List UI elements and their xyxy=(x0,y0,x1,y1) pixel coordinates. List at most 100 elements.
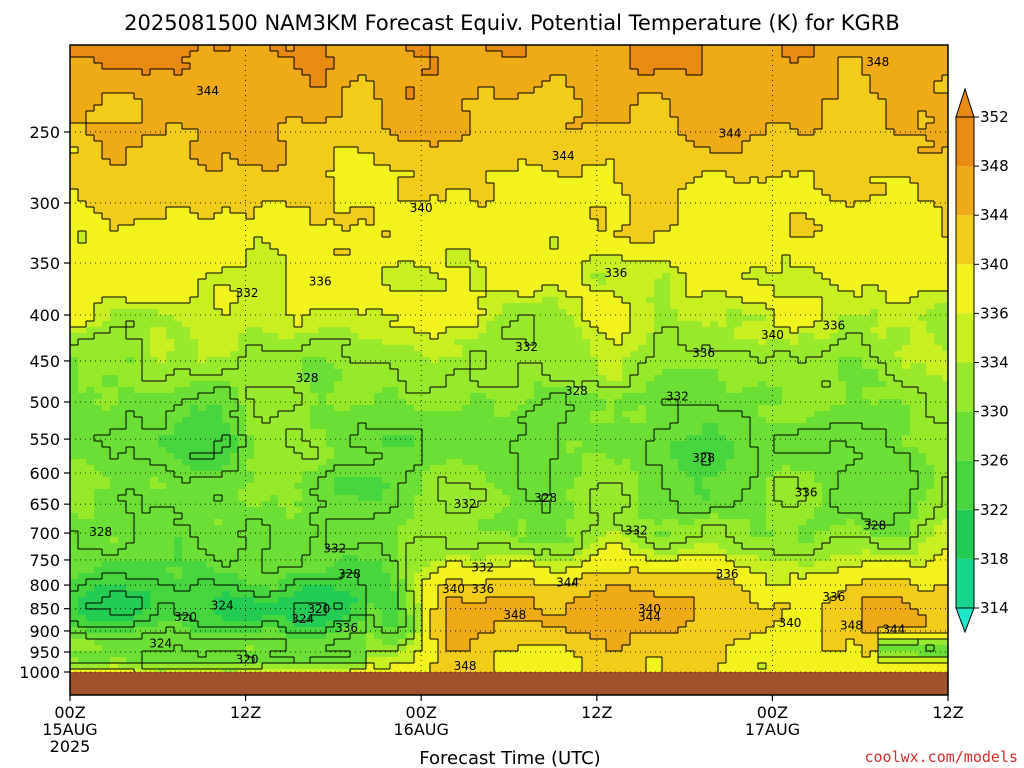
field-cell xyxy=(814,111,823,118)
field-cell xyxy=(158,99,167,106)
field-cell xyxy=(654,75,663,82)
field-cell xyxy=(646,279,655,286)
field-cell xyxy=(470,291,479,298)
field-cell xyxy=(582,87,591,94)
field-cell xyxy=(102,99,111,106)
field-cell xyxy=(302,147,311,154)
field-cell xyxy=(126,75,135,82)
field-cell xyxy=(726,219,735,226)
field-cell xyxy=(246,303,255,310)
field-cell xyxy=(174,279,183,286)
field-cell xyxy=(518,261,527,268)
field-cell xyxy=(766,165,775,172)
field-cell xyxy=(942,261,948,268)
field-cell xyxy=(574,177,583,184)
field-cell xyxy=(478,81,487,88)
field-cell xyxy=(846,135,855,142)
field-cell xyxy=(678,261,687,268)
field-cell xyxy=(422,69,431,76)
field-cell xyxy=(726,45,735,52)
field-cell xyxy=(270,45,279,52)
field-cell xyxy=(646,261,655,268)
field-cell xyxy=(262,171,271,178)
field-cell xyxy=(838,153,847,160)
field-cell xyxy=(390,63,399,70)
field-cell xyxy=(734,255,743,262)
field-cell xyxy=(358,315,367,322)
field-cell xyxy=(310,99,319,106)
field-cell xyxy=(214,231,223,238)
field-cell xyxy=(510,153,519,160)
field-cell xyxy=(414,135,423,142)
field-cell xyxy=(750,57,759,64)
field-cell xyxy=(686,69,695,76)
field-cell xyxy=(342,165,351,172)
field-cell xyxy=(686,273,695,280)
field-cell xyxy=(238,111,247,118)
field-cell xyxy=(718,159,727,166)
field-cell xyxy=(78,201,87,208)
field-cell xyxy=(438,147,447,154)
field-cell xyxy=(422,159,431,166)
field-cell xyxy=(510,87,519,94)
field-cell xyxy=(886,57,895,64)
field-cell xyxy=(94,189,103,196)
field-cell xyxy=(590,207,599,214)
field-cell xyxy=(430,99,439,106)
field-cell xyxy=(606,99,615,106)
field-cell xyxy=(878,171,887,178)
field-cell xyxy=(678,177,687,184)
field-cell xyxy=(142,111,151,118)
field-cell xyxy=(262,201,271,208)
field-cell xyxy=(94,87,103,94)
field-cell xyxy=(838,57,847,64)
field-cell xyxy=(710,249,719,256)
field-cell xyxy=(398,69,407,76)
field-cell xyxy=(774,69,783,76)
field-cell xyxy=(742,123,751,130)
field-cell xyxy=(734,75,743,82)
field-cell xyxy=(942,171,948,178)
field-cell xyxy=(462,255,471,262)
field-cell xyxy=(582,141,591,148)
field-cell xyxy=(358,201,367,208)
field-cell xyxy=(534,231,543,238)
field-cell xyxy=(758,291,767,298)
field-cell xyxy=(326,141,335,148)
field-cell xyxy=(110,153,119,160)
field-cell xyxy=(510,267,519,274)
field-cell xyxy=(94,171,103,178)
field-cell xyxy=(342,279,351,286)
field-cell xyxy=(726,141,735,148)
field-cell xyxy=(486,87,495,94)
field-cell xyxy=(414,207,423,214)
field-cell xyxy=(774,153,783,160)
field-cell xyxy=(110,183,119,190)
field-cell xyxy=(782,291,791,298)
field-cell xyxy=(246,171,255,178)
field-cell xyxy=(838,165,847,172)
field-cell xyxy=(710,225,719,232)
field-cell xyxy=(326,63,335,70)
field-cell xyxy=(230,99,239,106)
field-cell xyxy=(190,195,199,202)
field-cell xyxy=(590,291,599,298)
field-cell xyxy=(78,315,87,322)
field-cell xyxy=(262,177,271,184)
field-cell xyxy=(270,123,279,130)
field-cell xyxy=(534,291,543,298)
field-cell xyxy=(358,303,367,310)
field-cell xyxy=(310,129,319,136)
field-cell xyxy=(190,201,199,208)
field-cell xyxy=(614,231,623,238)
field-cell xyxy=(334,81,343,88)
field-cell xyxy=(430,315,439,322)
field-cell xyxy=(406,51,415,58)
field-cell xyxy=(70,297,79,304)
field-cell xyxy=(182,285,191,292)
field-cell xyxy=(262,213,271,220)
field-cell xyxy=(190,105,199,112)
field-cell xyxy=(910,207,919,214)
field-cell xyxy=(102,165,111,172)
field-cell xyxy=(702,195,711,202)
